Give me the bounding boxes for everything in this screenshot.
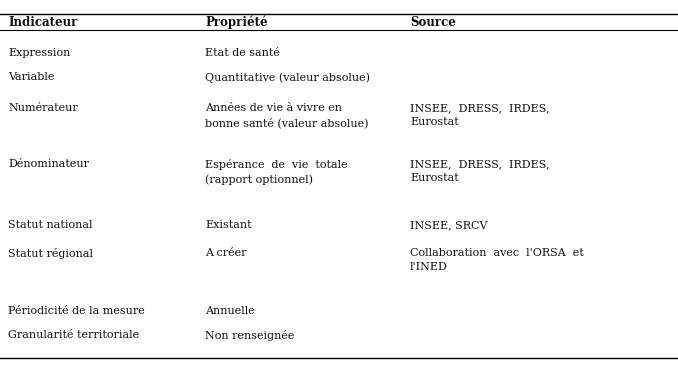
Text: INSEE, SRCV: INSEE, SRCV: [410, 220, 487, 230]
Text: Statut national: Statut national: [8, 220, 92, 230]
Text: Statut régional: Statut régional: [8, 248, 93, 259]
Text: Numérateur: Numérateur: [8, 103, 78, 113]
Text: Périodicité de la mesure: Périodicité de la mesure: [8, 306, 144, 316]
Text: Indicateur: Indicateur: [8, 15, 77, 28]
Text: INSEE,  DRESS,  IRDES,
Eurostat: INSEE, DRESS, IRDES, Eurostat: [410, 159, 549, 183]
Text: Espérance  de  vie  totale
(rapport optionnel): Espérance de vie totale (rapport optionn…: [205, 159, 348, 185]
Text: A créer: A créer: [205, 248, 247, 258]
Text: Expression: Expression: [8, 48, 71, 58]
Text: Collaboration  avec  l'ORSA  et
l'INED: Collaboration avec l'ORSA et l'INED: [410, 248, 584, 272]
Text: Annuelle: Annuelle: [205, 306, 255, 316]
Text: Variable: Variable: [8, 72, 54, 82]
Text: Non renseignée: Non renseignée: [205, 330, 294, 341]
Text: Existant: Existant: [205, 220, 252, 230]
Text: Granularité territoriale: Granularité territoriale: [8, 330, 139, 340]
Text: INSEE,  DRESS,  IRDES,
Eurostat: INSEE, DRESS, IRDES, Eurostat: [410, 103, 549, 127]
Text: Années de vie à vivre en
bonne santé (valeur absolue): Années de vie à vivre en bonne santé (va…: [205, 103, 369, 128]
Text: Etat de santé: Etat de santé: [205, 48, 280, 58]
Text: Quantitative (valeur absolue): Quantitative (valeur absolue): [205, 72, 370, 82]
Text: Source: Source: [410, 15, 456, 28]
Text: Dénominateur: Dénominateur: [8, 159, 89, 169]
Text: Propriété: Propriété: [205, 15, 268, 29]
